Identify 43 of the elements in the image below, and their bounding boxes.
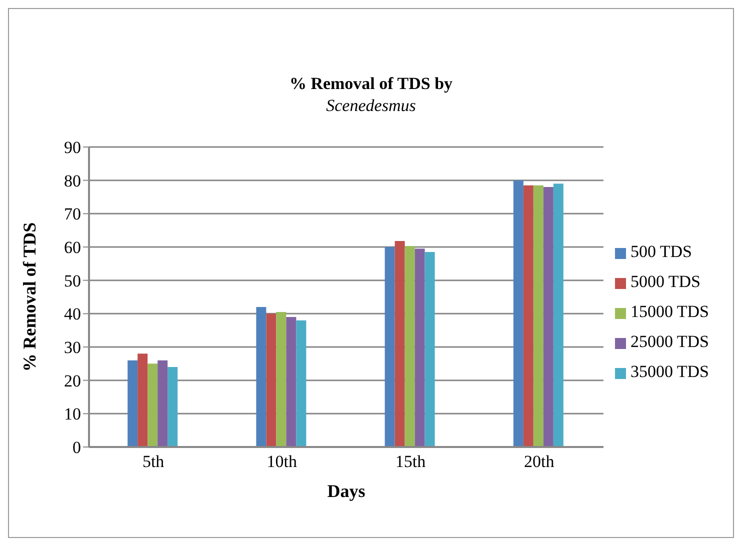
bar xyxy=(523,185,534,447)
y-tick-label: 10 xyxy=(64,404,81,424)
y-tick-label: 90 xyxy=(64,138,81,158)
legend-label: 25000 TDS xyxy=(630,332,709,351)
y-tick-label: 80 xyxy=(64,171,81,190)
bar xyxy=(276,312,286,447)
legend-label: 500 TDS xyxy=(630,242,692,261)
bar xyxy=(158,360,168,447)
bar xyxy=(384,247,395,447)
bar xyxy=(404,246,415,447)
x-tick-label: 20th xyxy=(524,452,555,472)
y-axis-title: % Removal of TDS xyxy=(19,222,40,372)
bar xyxy=(394,241,405,447)
legend-label: 15000 TDS xyxy=(630,302,709,321)
bar xyxy=(256,307,266,447)
legend-label: 35000 TDS xyxy=(630,362,709,381)
y-tick-label: 70 xyxy=(64,204,81,224)
bar xyxy=(168,367,178,447)
chart-title: % Removal of TDS by xyxy=(288,73,454,95)
bar xyxy=(553,184,564,447)
x-tick-label: 15th xyxy=(395,452,426,472)
bar xyxy=(286,317,296,447)
y-tick-label: 50 xyxy=(64,271,81,290)
bar xyxy=(138,354,148,447)
bar xyxy=(296,320,306,447)
bar xyxy=(128,360,138,447)
bar xyxy=(513,180,524,447)
bar xyxy=(414,248,425,447)
bar xyxy=(148,364,158,447)
bar xyxy=(533,185,544,447)
y-tick-label: 40 xyxy=(64,304,81,324)
bar xyxy=(424,252,435,447)
bar xyxy=(266,314,276,447)
y-tick-label: 30 xyxy=(64,338,81,358)
chart-subtitle: Scenedesmus xyxy=(325,95,417,117)
x-tick-label: 5th xyxy=(142,452,165,472)
legend-label: 5000 TDS xyxy=(630,272,700,291)
x-axis-title: Days xyxy=(327,481,366,501)
x-tick-label: 10th xyxy=(266,452,298,472)
y-tick-label: 0 xyxy=(72,438,81,458)
y-tick-label: 20 xyxy=(64,371,81,390)
y-tick-label: 60 xyxy=(64,238,81,258)
bar xyxy=(543,187,554,447)
